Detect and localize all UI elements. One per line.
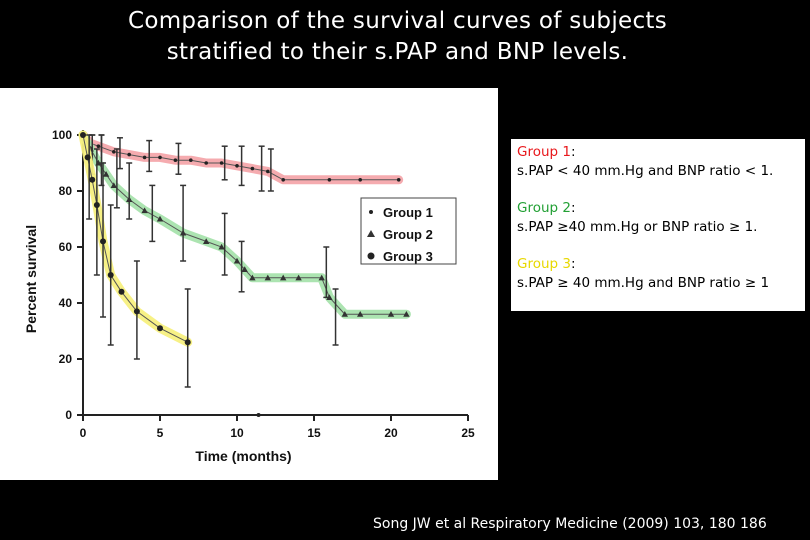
series-1-point-10 [219, 161, 224, 165]
series-2-point-22 [403, 311, 410, 317]
series-3-point-9 [184, 339, 191, 346]
series-1-point-5 [142, 155, 147, 160]
series-2-point-6 [141, 207, 148, 214]
group-1-colon: : [570, 144, 576, 160]
y-tick-label-0: 0 [65, 408, 72, 422]
series-1-point-13 [266, 169, 270, 174]
x-tick-label-3: 15 [307, 426, 321, 440]
series-3-point-0 [80, 132, 86, 138]
series-2-point-7 [156, 215, 164, 222]
y-tick-label-4: 80 [59, 184, 73, 198]
series-2-point-16 [295, 274, 302, 281]
series-2-point-15 [280, 274, 287, 281]
group-definition-2: Group 2: s.PAP ≥40 mm.Hg or BNP ratio ≥ … [517, 199, 799, 237]
group-definitions-box: Group 1: s.PAP < 40 mm.Hg and BNP ratio … [511, 139, 805, 311]
series-3-point-4 [100, 238, 107, 245]
y-tick-label-3: 60 [59, 240, 73, 254]
series-1-point-6 [158, 155, 162, 160]
plot-legend-box [360, 197, 457, 265]
series-1-point-8 [189, 158, 193, 162]
group-3-colon: : [570, 256, 576, 272]
series-3-point-3 [93, 202, 100, 208]
series-2-point-4 [110, 182, 117, 188]
series-1-point-7 [173, 158, 178, 162]
group-2-label: Group 2 [517, 200, 571, 216]
y-tick-label-1: 20 [59, 352, 73, 366]
survival-chart-panel: 0 20 40 60 80 100 0 5 10 15 20 25 Time (months) Perce… [0, 88, 498, 480]
y-axis-label: Percent survival [23, 225, 39, 333]
plot-legend-marker-1 [369, 210, 373, 214]
series-3-point-5 [107, 272, 114, 278]
group-1-label: Group 1 [517, 144, 571, 160]
slide-title-line-1: Comparison of the survival curves of sub… [127, 8, 668, 34]
citation: Song JW et al Respiratory Medicine (2009… [373, 516, 767, 532]
x-axis-label: Time (months) [195, 448, 291, 464]
y-tick-label-2: 40 [59, 296, 73, 310]
plot-legend-marker-2 [367, 230, 375, 237]
series-2-point-3 [102, 171, 110, 177]
series-3-point-6 [118, 288, 125, 295]
x-tick-label-0: 0 [80, 426, 87, 440]
series-2-point-18 [326, 294, 333, 300]
series-2-point-19 [341, 311, 348, 317]
x-tick-label-1: 5 [157, 426, 164, 440]
series-2-point-14 [264, 274, 271, 281]
group-definition-1: Group 1: s.PAP < 40 mm.Hg and BNP ratio … [517, 143, 799, 181]
series-1-point-16 [358, 178, 363, 182]
survival-chart: 0 20 40 60 80 100 0 5 10 15 20 25 Time (months) Perce… [23, 128, 475, 464]
series-3-point-2 [89, 176, 96, 183]
group-3-label: Group 3 [517, 256, 571, 272]
slide-title-line-2: stratified to their s.PAP and BNP levels… [166, 39, 629, 65]
plot-legend-label-3: Group 3 [383, 249, 433, 264]
x-tick-label-4: 20 [384, 426, 398, 440]
group-definition-3: Group 3: s.PAP ≥ 40 mm.Hg and BNP ratio … [517, 255, 799, 293]
plot-legend-marker-3 [367, 252, 375, 260]
series-1-point-3 [112, 150, 116, 154]
series-1-point-2 [96, 144, 101, 148]
series-2-line [82, 134, 407, 315]
group-3-description: s.PAP ≥ 40 mm.Hg and BNP ratio ≥ 1 [517, 275, 770, 291]
series-1-point-9 [204, 161, 208, 165]
series-2-point-9 [203, 238, 210, 244]
series-1-point-14 [281, 178, 286, 182]
series-2-point-21 [387, 311, 395, 317]
series-2-point-17 [318, 274, 325, 281]
series-1-line [82, 134, 399, 181]
y-tick-label-5: 100 [52, 128, 72, 142]
series-3-point-8 [157, 325, 163, 332]
series-2-highlight [78, 130, 411, 319]
series-2-point-8 [179, 229, 187, 236]
series-1-point-12 [250, 166, 255, 171]
series-2-point-10 [218, 243, 225, 250]
series-1-highlight [78, 130, 404, 185]
series-2-point-13 [249, 274, 256, 281]
series-1-point-4 [127, 152, 131, 157]
x-tick-label-2: 10 [230, 426, 244, 440]
x-tick-label-5: 25 [461, 426, 475, 440]
group-1-description: s.PAP < 40 mm.Hg and BNP ratio < 1. [517, 163, 774, 179]
series-1-point-17 [396, 178, 401, 182]
group-2-description: s.PAP ≥40 mm.Hg or BNP ratio ≥ 1. [517, 219, 758, 235]
group-2-colon: : [570, 200, 576, 216]
plot-legend-label-2: Group 2 [383, 227, 433, 242]
series-3-point-1 [84, 154, 91, 161]
series-2-point-20 [357, 311, 364, 317]
series-2-point-12 [241, 266, 248, 272]
series-2-point-11 [233, 257, 241, 264]
axis-censor-point [256, 413, 261, 417]
plot-legend-label-1: Group 1 [383, 205, 433, 220]
series-2-point-5 [126, 196, 133, 202]
slide-title: Comparison of the survival curves of sub… [0, 6, 795, 68]
series-1-point-15 [327, 178, 332, 182]
series-1-point-11 [235, 164, 239, 168]
series-3-point-7 [133, 308, 140, 315]
